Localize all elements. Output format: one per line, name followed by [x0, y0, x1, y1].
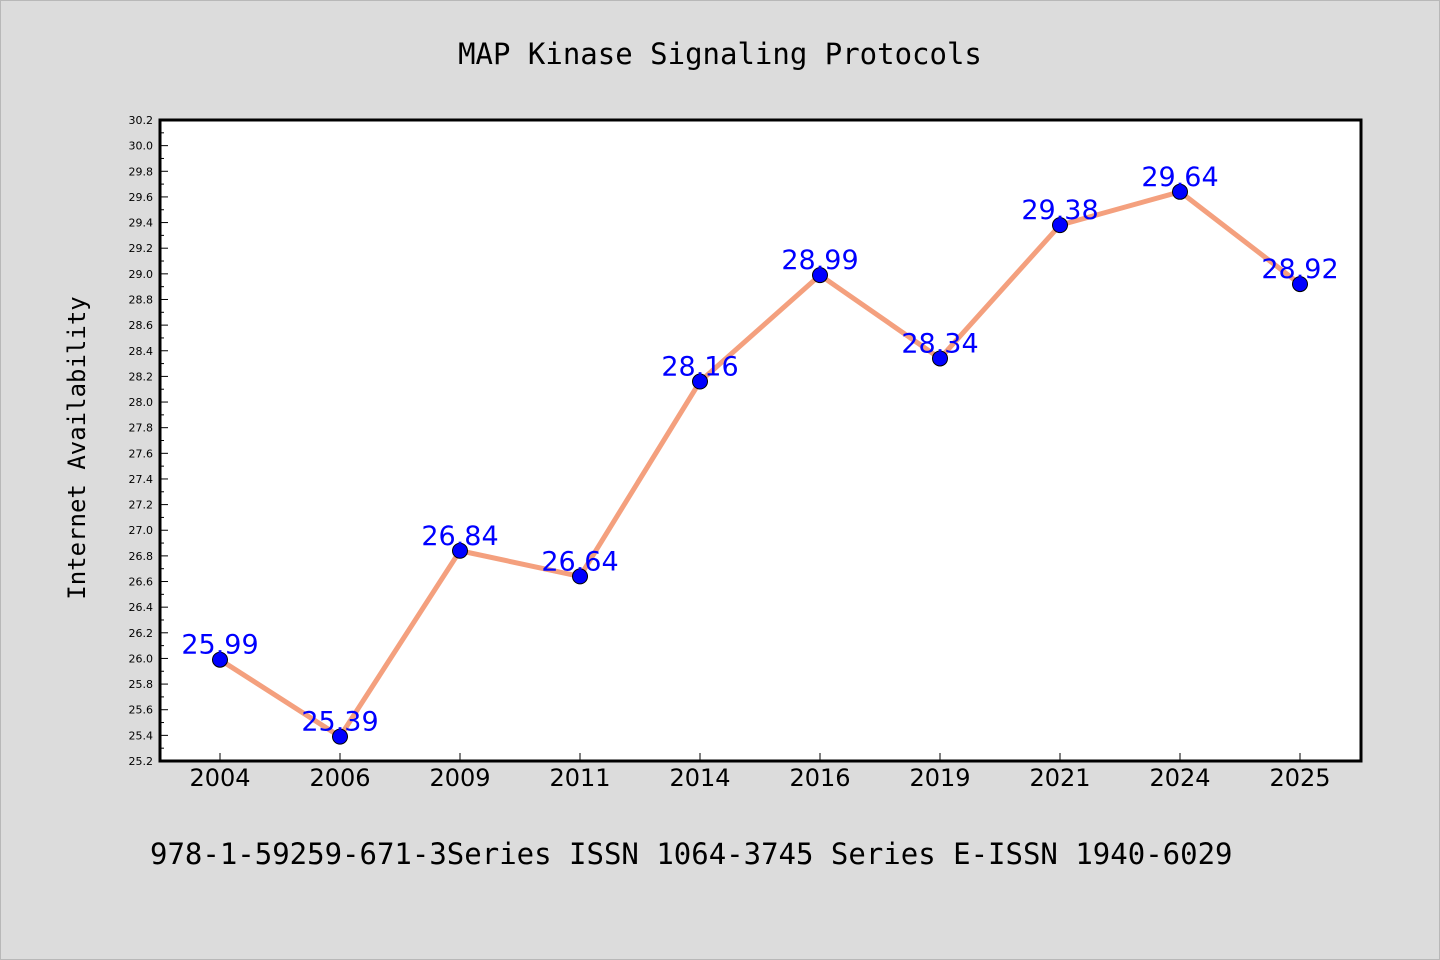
data-label: 29.38: [1021, 195, 1098, 226]
y-tick-label: 25.2: [129, 755, 154, 768]
data-label: 25.99: [181, 630, 258, 661]
data-point-marker: [332, 728, 348, 745]
y-tick-label: 30.2: [129, 114, 154, 127]
y-tick-label: 25.4: [129, 729, 154, 742]
y-tick-label: 28.6: [129, 319, 154, 332]
data-label: 25.39: [301, 707, 378, 738]
data-point-marker: [452, 542, 468, 559]
chart-title: MAP Kinase Signaling Protocols: [458, 37, 982, 71]
y-tick-label: 28.8: [129, 293, 154, 306]
data-point-marker: [1052, 217, 1068, 234]
data-label: 29.64: [1141, 162, 1218, 193]
x-tick-label: 2019: [909, 764, 970, 792]
footer-isbn-issn: 978-1-59259-671-3Series ISSN 1064-3745 S…: [150, 837, 1233, 871]
y-tick-label: 26.6: [129, 576, 154, 589]
y-axis-label: Internet Availability: [63, 296, 91, 599]
y-tick-label: 27.0: [129, 524, 154, 537]
x-tick-label: 2006: [309, 764, 370, 792]
y-tick-label: 28.0: [129, 396, 154, 409]
y-tick-label: 26.2: [129, 627, 154, 640]
y-tick-label: 25.8: [129, 678, 154, 691]
x-tick-label: 2011: [549, 764, 610, 792]
data-label: 26.64: [541, 546, 618, 577]
y-tick-label: 30.0: [129, 140, 154, 153]
x-tick-label: 2025: [1269, 764, 1330, 792]
series-line: [217, 189, 1303, 740]
x-tick-label: 2004: [189, 764, 250, 792]
x-tick-label: 2014: [669, 764, 730, 792]
y-tick-label: 27.2: [129, 499, 154, 512]
y-tick-label: 29.8: [129, 165, 154, 178]
x-tick-label: 2016: [789, 764, 850, 792]
y-tick-label: 29.6: [129, 191, 154, 204]
y-axis: 25.2 25.4 25.6 25.8 26.0 26.2 26.4 26.6 26.8 27.0…: [129, 114, 168, 768]
data-label: 26.84: [421, 521, 498, 552]
y-tick-label: 27.4: [129, 473, 154, 486]
y-tick-label: 26.8: [129, 550, 154, 563]
y-tick-label: 26.0: [129, 652, 154, 665]
data-label: 28.99: [781, 245, 858, 276]
data-label: 28.34: [901, 328, 978, 359]
y-tick-label: 27.8: [129, 422, 154, 435]
data-label: 28.16: [661, 352, 738, 383]
data-point-marker: [932, 350, 948, 367]
data-label: 28.92: [1261, 254, 1338, 285]
x-axis: 2004 2006 2009 2011 2014 2016 2019 2021 2024 2025: [189, 753, 1331, 792]
y-tick-label: 26.4: [129, 601, 154, 614]
y-tick-label: 27.6: [129, 447, 154, 460]
y-tick-label: 28.4: [129, 345, 154, 358]
y-tick-label: 25.6: [129, 704, 154, 717]
data-point-marker: [1172, 183, 1188, 200]
y-tick-label: 28.2: [129, 370, 154, 383]
data-point-marker: [812, 267, 828, 284]
y-tick-label: 29.0: [129, 268, 154, 281]
series-layer: [212, 183, 1308, 745]
y-tick-label: 29.4: [129, 217, 154, 230]
data-point-marker: [572, 568, 588, 585]
x-tick-label: 2024: [1149, 764, 1210, 792]
y-tick-label: 29.2: [129, 242, 154, 255]
plot-area: [158, 118, 1363, 763]
data-point-marker: [692, 373, 708, 390]
data-point-marker: [212, 651, 228, 668]
data-point-marker: [1292, 276, 1308, 293]
x-tick-label: 2021: [1029, 764, 1090, 792]
x-tick-label: 2009: [429, 764, 490, 792]
data-labels: 25.99 25.39 26.84 26.64 28.16 28.99 28.34 29.38…: [181, 162, 1338, 738]
